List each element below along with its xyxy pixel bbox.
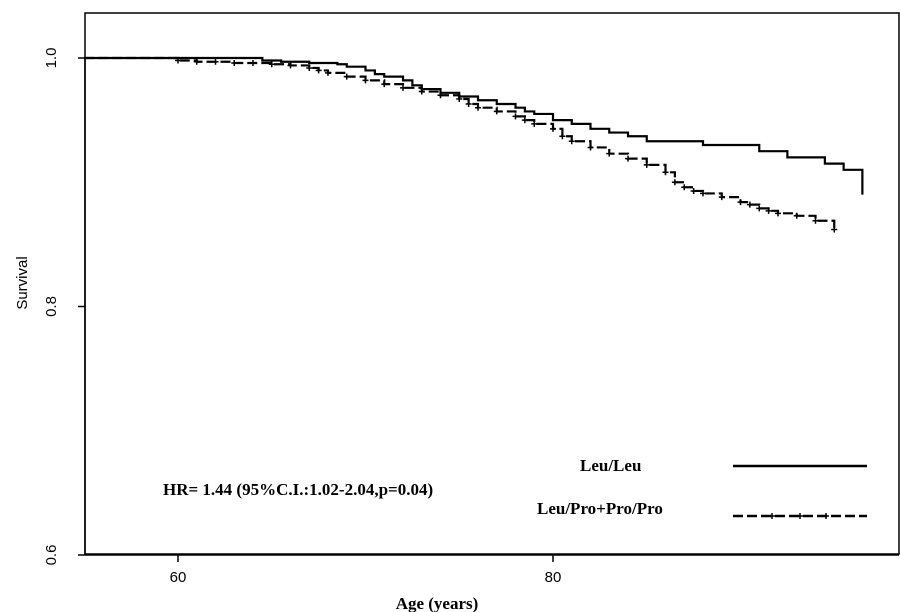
legend-label-leu-pro-pro-pro: Leu/Pro+Pro/Pro xyxy=(537,499,663,518)
censor-mark xyxy=(400,84,406,91)
censor-mark xyxy=(587,144,594,151)
series-layer xyxy=(84,56,864,233)
censor-mark xyxy=(456,96,463,103)
censor-mark xyxy=(418,88,425,95)
censor-mark xyxy=(325,69,331,76)
censor-mark xyxy=(437,92,444,99)
censor-mark xyxy=(568,138,575,145)
censor-mark xyxy=(643,161,650,168)
censor-mark xyxy=(550,125,556,132)
censor-mark xyxy=(531,120,538,127)
censor-mark xyxy=(737,199,744,206)
censor-mark xyxy=(718,194,725,201)
censor-mark xyxy=(475,104,481,111)
censor-mark xyxy=(268,61,275,68)
censor-mark xyxy=(362,77,369,84)
censor-mark xyxy=(681,184,688,191)
x-axis: 60 80 xyxy=(85,554,899,586)
censor-mark xyxy=(212,58,219,65)
x-tick-label: 60 xyxy=(170,569,187,586)
censor-mark xyxy=(381,81,388,88)
censor-mark xyxy=(700,190,706,197)
series-line-leu-leu xyxy=(84,56,864,195)
censor-mark xyxy=(559,133,566,140)
censor-mark xyxy=(775,210,781,217)
censor-mark xyxy=(287,62,294,69)
plot-frame xyxy=(84,12,900,555)
censor-mark xyxy=(625,155,631,162)
censor-mark xyxy=(756,205,763,212)
y-axis: 0.6 0.8 1.0 xyxy=(43,48,86,566)
censor-mark xyxy=(465,100,472,107)
censor-mark xyxy=(175,57,181,64)
y-tick-label: 0.8 xyxy=(43,296,60,317)
censor-mark xyxy=(306,64,313,71)
censor-mark xyxy=(606,150,613,157)
censor-mark xyxy=(671,179,678,186)
censor-mark xyxy=(250,59,256,66)
series-line-leu-pro-pro-pro xyxy=(84,56,836,230)
censor-mark xyxy=(512,113,519,120)
censor-mark xyxy=(521,117,528,124)
x-tick-label: 80 xyxy=(545,569,562,586)
censor-mark xyxy=(690,187,697,194)
censor-mark xyxy=(746,201,753,208)
x-axis-title: Age (years) xyxy=(396,594,479,612)
censor-mark xyxy=(831,226,838,233)
censor-mark xyxy=(765,207,772,214)
censor-mark xyxy=(662,169,669,176)
legend-cross xyxy=(769,513,775,519)
legend-cross xyxy=(823,513,829,519)
censor-mark xyxy=(793,212,800,219)
legend-cross xyxy=(797,513,803,519)
censor-mark xyxy=(193,58,200,65)
hazard-ratio-annotation: HR= 1.44 (95%C.I.:1.02-2.04,p=0.04) xyxy=(163,480,433,499)
y-tick-label: 0.6 xyxy=(43,545,60,566)
y-axis-title: Survival xyxy=(14,256,31,309)
legend-label-leu-leu: Leu/Leu xyxy=(580,456,641,475)
censor-mark xyxy=(315,67,322,74)
censor-mark xyxy=(343,73,350,80)
y-tick-label: 1.0 xyxy=(43,48,60,69)
censor-mark xyxy=(493,108,500,115)
legend-cross-marks xyxy=(769,513,829,519)
censor-mark xyxy=(231,59,238,66)
censor-mark xyxy=(812,217,819,224)
legend: Leu/Leu Leu/Pro+Pro/Pro xyxy=(537,456,867,519)
